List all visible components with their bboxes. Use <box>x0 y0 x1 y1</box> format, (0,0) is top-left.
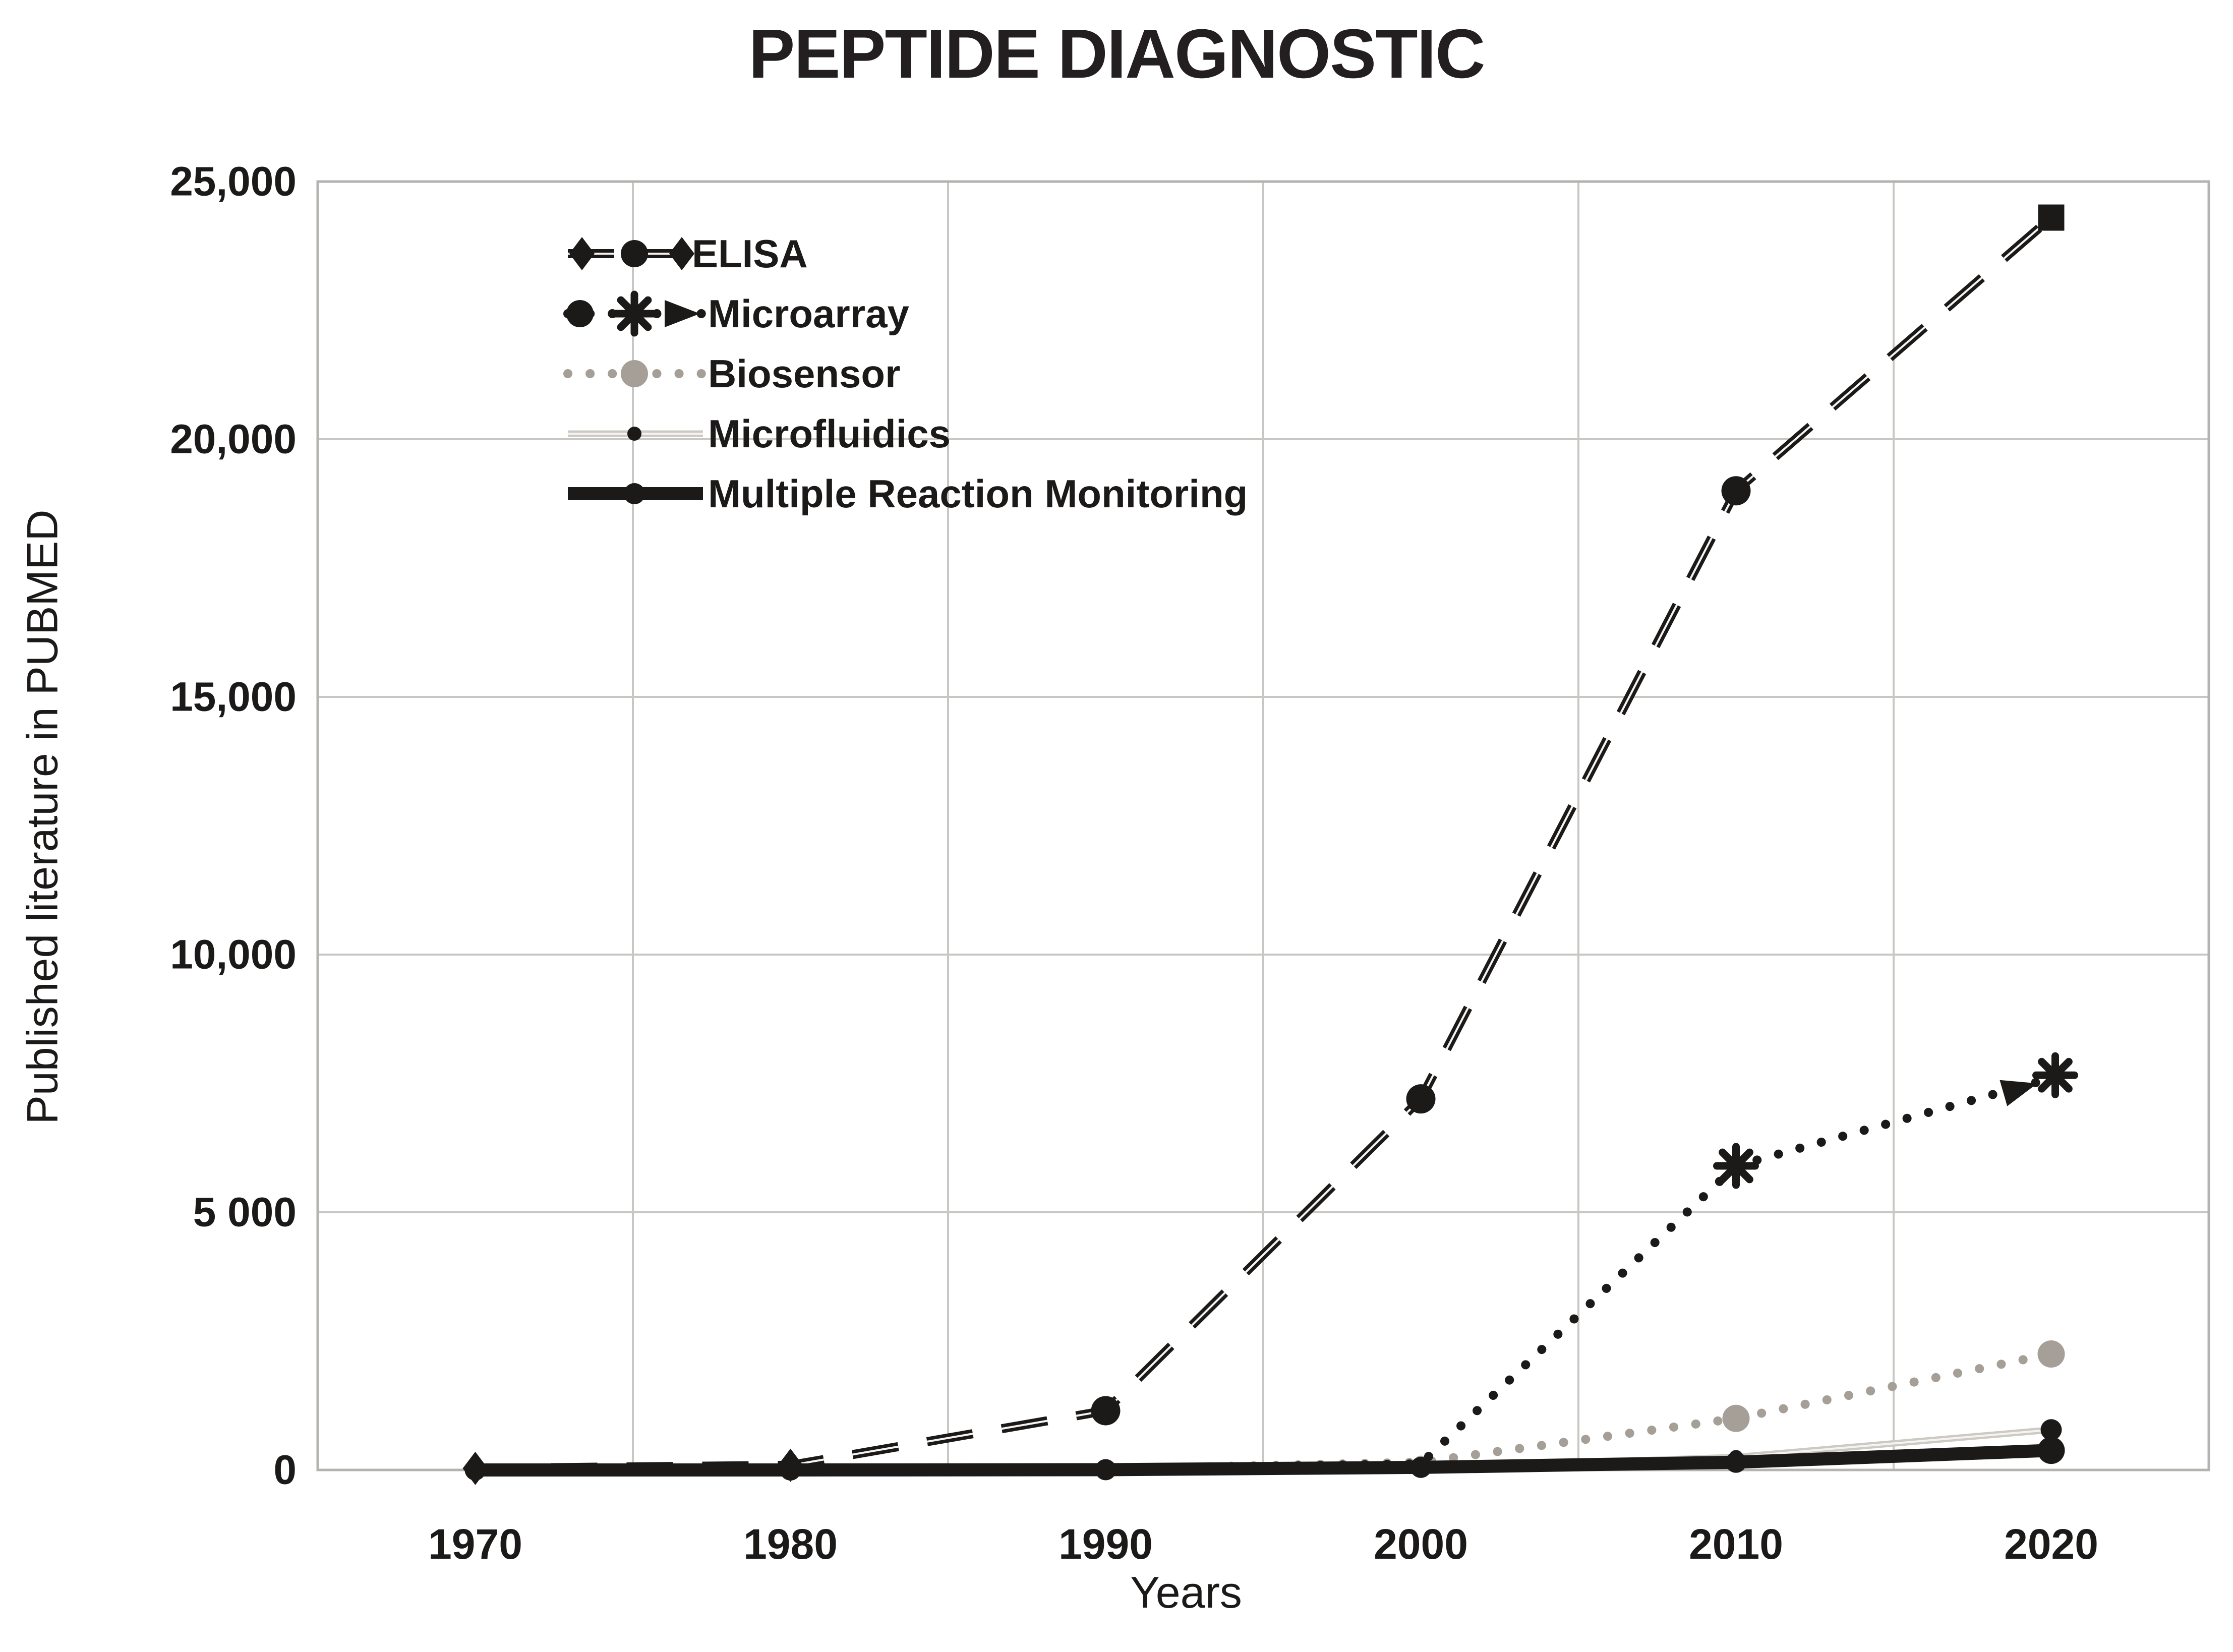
data-point-marker <box>1725 1451 1747 1473</box>
legend-label: Microarray <box>708 291 909 336</box>
data-point-marker <box>627 427 641 441</box>
legend-item-biosensor: Biosensor <box>563 351 900 396</box>
series-microarray <box>471 1052 2078 1474</box>
data-point-marker <box>1406 1084 1436 1114</box>
y-tick-label: 5 000 <box>193 1190 297 1235</box>
data-point-marker <box>569 237 595 270</box>
legend-item-elisa: ELISA <box>568 231 808 276</box>
arrow-marker-icon <box>2000 1080 2038 1106</box>
data-point-marker <box>1722 1404 1750 1432</box>
x-tick-label: 2000 <box>1374 1520 1468 1568</box>
legend-item-microfluidics: Microfluidics <box>568 411 951 456</box>
data-point-marker <box>621 360 648 387</box>
legend-label: ELISA <box>692 231 808 276</box>
series-multiple-reaction-monitoring <box>464 1437 2065 1481</box>
gridlines <box>318 181 2209 1471</box>
y-tick-label: 10,000 <box>170 932 297 978</box>
chart-title: PEPTIDE DIAGNOSTIC <box>748 15 1485 93</box>
series-line <box>475 1444 2051 1477</box>
legend-item-multiple-reaction-monitoring: Multiple Reaction Monitoring <box>568 471 1248 516</box>
y-tick-label: 20,000 <box>170 417 297 462</box>
legend-item-microarray: Microarray <box>563 290 909 337</box>
star-marker-icon <box>627 307 641 321</box>
data-point-marker <box>2037 1437 2065 1464</box>
x-tick-label: 2010 <box>1689 1520 1783 1568</box>
data-point-marker <box>566 300 594 327</box>
data-point-marker <box>2037 1340 2065 1368</box>
x-tick-label: 1980 <box>743 1520 838 1568</box>
arrow-marker-icon <box>665 300 700 327</box>
y-tick-label: 15,000 <box>170 674 297 720</box>
data-point-marker <box>621 240 648 267</box>
data-point-marker <box>2038 204 2065 231</box>
data-point-marker <box>2040 1419 2062 1441</box>
y-tick-label: 25,000 <box>170 159 297 205</box>
x-tick-label: 1990 <box>1059 1520 1153 1568</box>
legend-label: Microfluidics <box>708 411 951 456</box>
data-point-marker <box>1095 1459 1116 1481</box>
legend-label: Multiple Reaction Monitoring <box>708 471 1248 516</box>
y-tick-label: 0 <box>273 1447 297 1493</box>
x-tick-label: 2020 <box>2004 1520 2098 1568</box>
axis-tick-labels: 0 5 000 10,000 15,000 20,000 25,000 1970 1980 19… <box>170 159 2098 1568</box>
data-point-marker <box>1721 476 1751 506</box>
data-point-marker <box>624 483 645 504</box>
data-point-marker <box>780 1459 801 1481</box>
data-point-marker <box>464 1459 486 1481</box>
legend: ELISA Microarray Biosensor Microfluidics Mul… <box>563 231 1248 516</box>
x-tick-label: 1970 <box>428 1520 522 1568</box>
data-point-marker <box>1091 1396 1121 1426</box>
star-marker-icon <box>2048 1068 2063 1083</box>
legend-label: Biosensor <box>708 351 900 396</box>
data-point-marker <box>1410 1456 1432 1478</box>
data-point-marker <box>669 237 694 270</box>
x-axis-title: Years <box>1130 1567 1242 1617</box>
star-marker-icon <box>1729 1159 1743 1173</box>
